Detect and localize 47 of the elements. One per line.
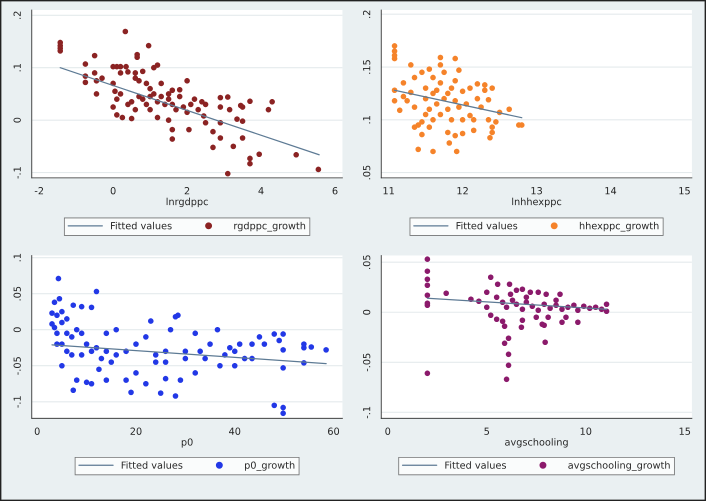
x-tick-label: 10 [580, 428, 592, 435]
x-axis-title: lnhhexppc [512, 198, 562, 208]
x-tick-label: 60 [328, 428, 340, 435]
x-tick-label: 4 [258, 187, 264, 194]
x-tick-label: 13 [531, 187, 542, 194]
x-tick-label: 40 [229, 428, 240, 435]
legend-label: Fitted values [445, 461, 506, 469]
legend-label: p0_growth [245, 461, 294, 471]
x-axis-title: lnrgdppc [166, 198, 208, 208]
y-tick-label: 0 [14, 118, 21, 123]
legend-label: Fitted values [122, 461, 182, 469]
x-axis-title: avgschooling [505, 438, 568, 448]
x-tick-label: 0 [110, 187, 116, 194]
y-tick-label: .2 [362, 10, 370, 18]
x-tick-label: -2 [34, 187, 44, 194]
x-tick-label: 15 [679, 187, 690, 194]
y-tick-label: .05 [14, 286, 21, 300]
x-tick-label: 2 [184, 187, 190, 194]
y-tick-label: .1 [14, 254, 21, 262]
y-tick-label: .1 [363, 116, 370, 124]
legend-label: Fitted values [111, 222, 172, 230]
x-tick-label: 5 [484, 428, 490, 435]
y-tick-label: -.1 [14, 396, 21, 408]
legend-label: hhexppc_growth [580, 222, 658, 232]
y-tick-label: -.1 [14, 167, 21, 179]
x-tick-label: 11 [384, 187, 394, 194]
x-tick-label: 15 [680, 428, 690, 435]
legend-label: rgdppc_growth [234, 222, 306, 232]
y-tick-label: -.05 [14, 357, 21, 375]
y-tick-label: .2 [14, 12, 21, 19]
y-tick-label: -.1 [363, 406, 370, 418]
x-tick-label: 0 [385, 428, 390, 435]
x-tick-label: 14 [605, 187, 616, 194]
y-tick-label: .05 [362, 255, 370, 269]
y-tick-label: 0 [362, 310, 370, 315]
x-tick-label: 20 [130, 428, 142, 435]
x-axis-title: p0 [182, 438, 193, 448]
y-tick-label: -.05 [362, 354, 370, 372]
x-tick-label: 0 [34, 428, 40, 435]
y-tick-label: .05 [362, 166, 370, 180]
x-tick-label: 12 [457, 187, 468, 194]
y-tick-label: 0 [14, 327, 21, 332]
y-tick-label: .15 [363, 60, 370, 74]
legend-label: avgschooling_growth [568, 461, 670, 471]
y-tick-label: .1 [14, 64, 21, 72]
legend-label: Fitted values [456, 222, 518, 230]
x-tick-label: 6 [332, 187, 338, 194]
